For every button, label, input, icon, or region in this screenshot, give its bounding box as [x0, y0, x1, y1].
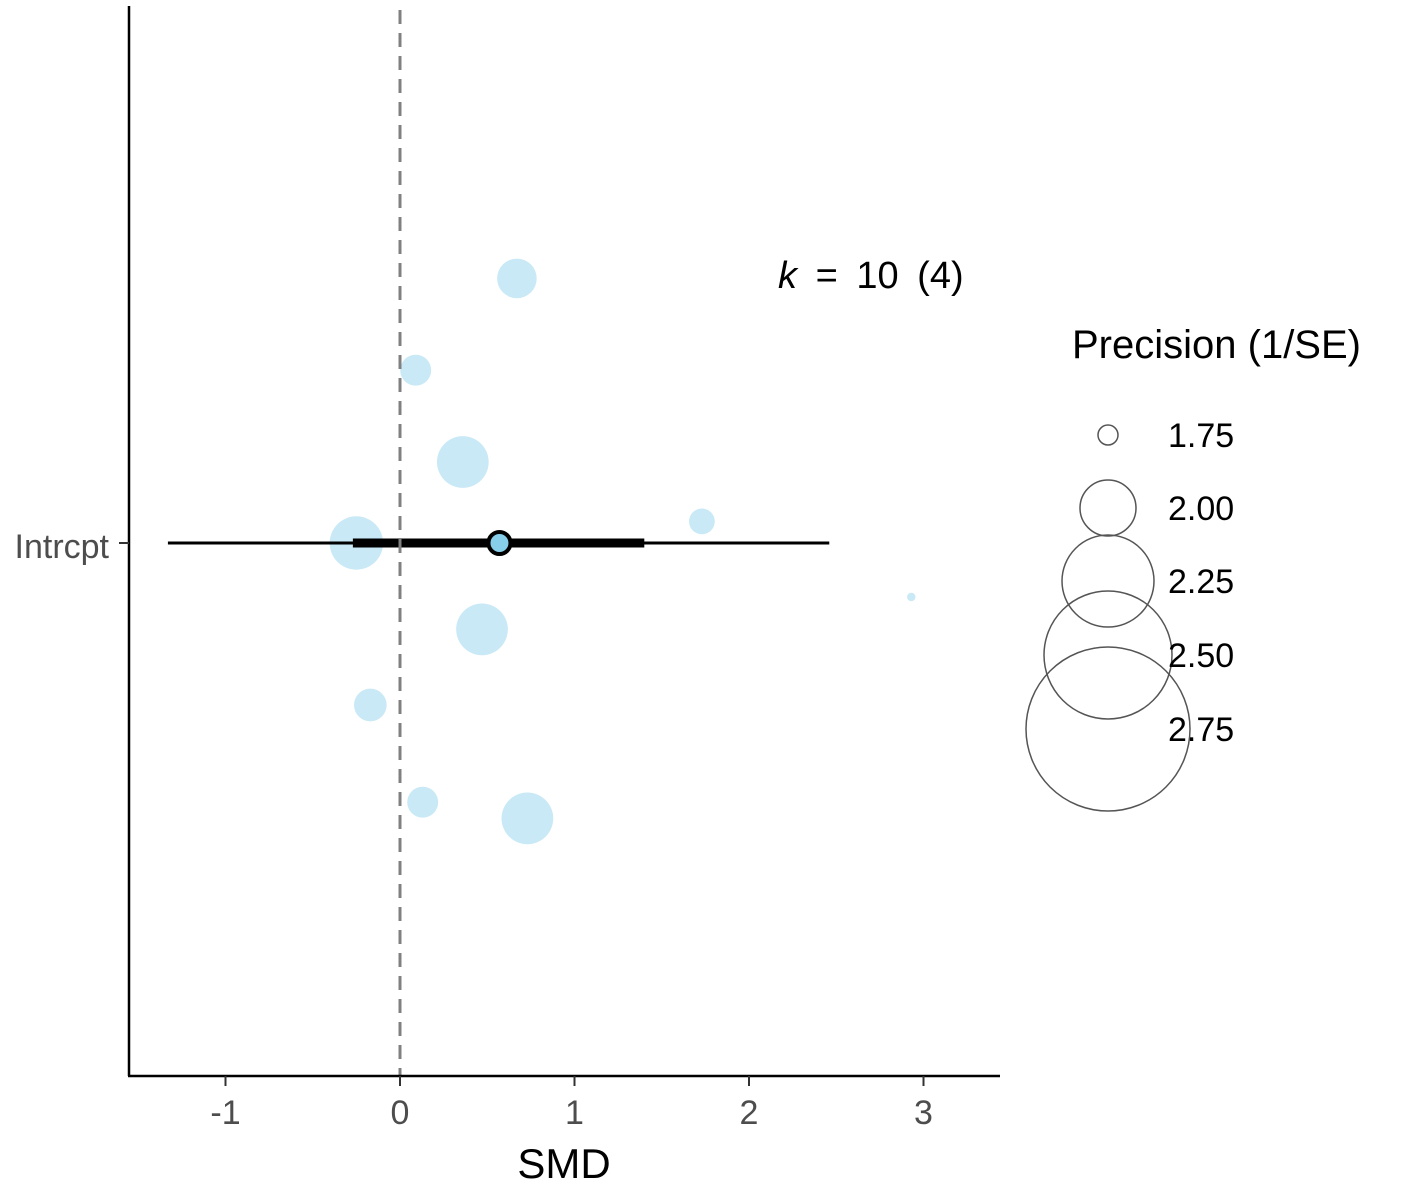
legend-entry-label: 2.00	[1168, 490, 1234, 528]
x-tick-label: 0	[391, 1094, 410, 1132]
data-point	[501, 792, 554, 845]
k-groups: (4)	[917, 255, 963, 297]
mean-estimate-point	[486, 530, 513, 556]
estimate-group	[167, 530, 830, 556]
axes: -1 0 1 2 3	[119, 6, 1000, 1132]
data-point	[400, 354, 432, 386]
legend-title: Precision (1/SE)	[1072, 323, 1361, 367]
k-symbol: k	[778, 255, 799, 297]
legend-key-circle	[1079, 479, 1137, 537]
legend: Precision (1/SE) 1.75 2.00 2.25 2.50 2.75	[1025, 323, 1361, 812]
data-point	[436, 436, 489, 488]
data-point	[907, 592, 916, 602]
x-axis-title: SMD	[517, 1140, 610, 1187]
legend-entries: 1.75 2.00 2.25 2.50 2.75	[1025, 417, 1234, 812]
legend-key-circle	[1097, 424, 1119, 446]
legend-key-circle	[1061, 534, 1155, 628]
legend-entry-label: 1.75	[1168, 417, 1234, 455]
data-point	[407, 786, 439, 818]
legend-entry-label: 2.50	[1168, 637, 1234, 675]
data-point	[353, 688, 387, 722]
data-point	[497, 258, 537, 299]
data-points	[329, 258, 916, 845]
x-tick-label: 3	[914, 1094, 933, 1132]
x-tick-label: 2	[740, 1094, 759, 1132]
x-tick-label: -1	[210, 1094, 240, 1132]
data-point	[456, 603, 508, 656]
x-tick-label: 1	[565, 1094, 584, 1132]
legend-entry-label: 2.75	[1168, 711, 1234, 749]
k-count: 10	[856, 255, 898, 297]
legend-entry-label: 2.25	[1168, 563, 1234, 601]
y-tick-label-intrcpt: Intrcpt	[15, 528, 110, 566]
data-point	[689, 508, 715, 535]
k-equals: =	[816, 255, 838, 297]
legend-key-circle	[1043, 590, 1173, 720]
k-annotation: k = 10 (4)	[778, 255, 964, 297]
legend-key-circle	[1025, 646, 1191, 812]
